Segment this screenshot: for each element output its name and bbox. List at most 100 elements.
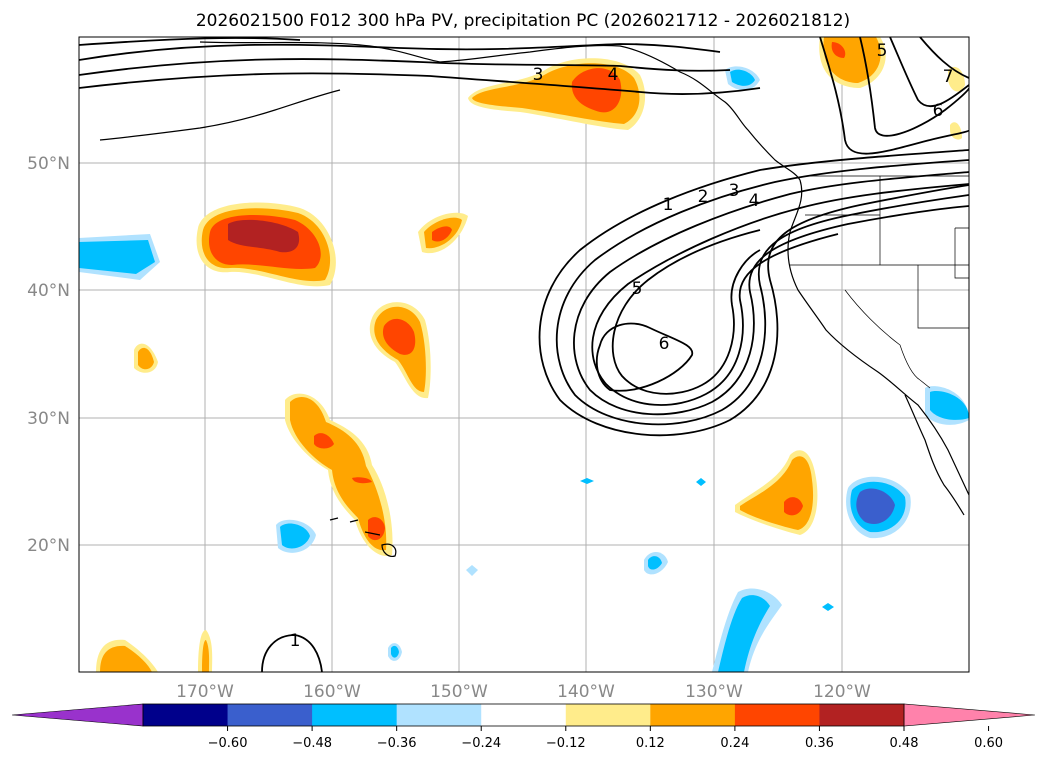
precip-negative-area [696,478,706,486]
precip-positive-area [784,497,803,516]
pv-contours [79,37,969,672]
lon-label: 170°W [176,682,234,702]
precip-negative-area [466,565,478,576]
state-borders [790,175,969,389]
colorbar-frame [142,703,905,727]
figure-title: 2026021500 F012 300 hPa PV, precipitatio… [196,11,850,31]
pv-contour-label: 2 [698,187,709,207]
latitude-labels: 50°N 40°N 30°N 20°N [27,154,70,556]
precip-negative-area [580,478,594,484]
lon-label: 160°W [303,682,361,702]
aleutian-islands [99,89,341,141]
precip-positive-area [432,226,452,242]
precip-negative-area [822,603,834,611]
colorbar-tick-label: −0.60 [208,736,248,751]
baja-coastline [904,394,965,516]
map-background [79,37,969,672]
pv-contour-line [538,149,969,437]
lon-label: 150°W [430,682,488,702]
colorbar-extend-min [11,703,144,727]
colorbar-bin [650,704,736,726]
pv-contour-line [889,37,969,108]
pv-contour-line [859,37,969,137]
map-panel: 1 2 3 4 5 6 3 4 5 6 7 1 [78,36,970,673]
precip-negative-area [730,69,755,86]
pv-contour-line [79,37,301,46]
map-gridlines [79,37,969,672]
colorbar-bin [143,704,229,726]
precip-positive-area [314,433,334,449]
precip-positive-area [138,347,154,370]
colorbar-bin [396,704,482,726]
lat-label: 40°N [27,281,70,301]
precip-negative-area [79,240,155,274]
precip-negative-area [391,645,399,658]
precip-positive-area [352,477,372,484]
lat-label: 20°N [27,536,70,556]
colorbar-tick-label: 0.12 [636,736,665,751]
precip-positive-area [100,645,152,672]
state-border-lines [844,289,931,389]
colorbar: −0.60 −0.48 −0.36 −0.24 −0.12 0.12 0.24 0.36 0.4… [11,703,1036,751]
precip-positive-area [368,517,385,541]
lon-label: 130°W [685,682,743,702]
colorbar-tick-label: 0.36 [805,736,834,751]
colorbar-extend-max [903,703,1036,727]
pv-contour-label: 3 [729,181,740,201]
precip-negative-area [930,391,969,420]
colorbar-tick-label: 0.24 [720,736,749,751]
precip-positive-area [571,68,622,113]
pv-contour-line [595,322,693,392]
colorbar-tick-label: −0.48 [292,736,332,751]
pv-contour-label: 1 [663,195,674,215]
hawaii-islands [329,517,397,557]
precip-positive-area [202,640,210,672]
pv-contour-label: 7 [943,67,954,87]
state-border-lines [790,175,969,329]
precip-negative-area [280,523,310,549]
pv-contour-line [261,634,323,672]
pv-contour-line [611,229,761,395]
pv-contour-line [79,58,731,76]
pv-contour-line [79,43,721,61]
pv-contour-label: 3 [533,65,544,85]
colorbar-tick-label: −0.12 [546,736,586,751]
us-west-coastline [787,179,969,496]
precip-positive-area [228,219,300,253]
pv-contour-label: 5 [632,279,643,299]
lon-label: 120°W [813,682,871,702]
precip-negative-area [718,595,770,672]
pv-contour-line [573,171,969,416]
pv-contour-line [79,72,761,95]
lat-label: 30°N [27,409,70,429]
lon-label: 140°W [557,682,615,702]
pv-contour-label: 5 [877,41,888,61]
colorbar-bin [565,704,651,726]
precip-positive-area [290,396,387,551]
pv-contour-line [919,37,969,79]
colorbar-bin [734,704,820,726]
precip-positive-area [382,318,416,355]
pv-contour-label: 6 [659,334,670,354]
pv-contour-label: 4 [749,191,760,211]
colorbar-bin [819,704,905,726]
map-frame [78,36,970,673]
precip-positive-area [831,42,846,58]
pv-contour-label: 6 [933,101,944,121]
pv-contour-label: 4 [608,65,619,85]
pv-contour-label: 1 [290,631,301,651]
colorbar-tick-label: −0.24 [461,736,501,751]
precip-negative-area [648,556,662,570]
colorbar-bin [312,704,398,726]
longitude-labels: 170°W 160°W 150°W 140°W 130°W 120°W [176,682,871,702]
pv-contour-line [819,37,969,155]
colorbar-tick-label: −0.36 [377,736,417,751]
colorbar-bin [227,704,313,726]
pv-contour-line [555,159,969,426]
colorbar-bin [481,704,567,726]
colorbar-tick-label: 0.60 [974,736,1003,751]
lat-label: 50°N [27,154,70,174]
precip-pc-fill [79,37,969,672]
pv-contour-labels: 1 2 3 4 5 6 3 4 5 6 7 1 [290,41,954,651]
